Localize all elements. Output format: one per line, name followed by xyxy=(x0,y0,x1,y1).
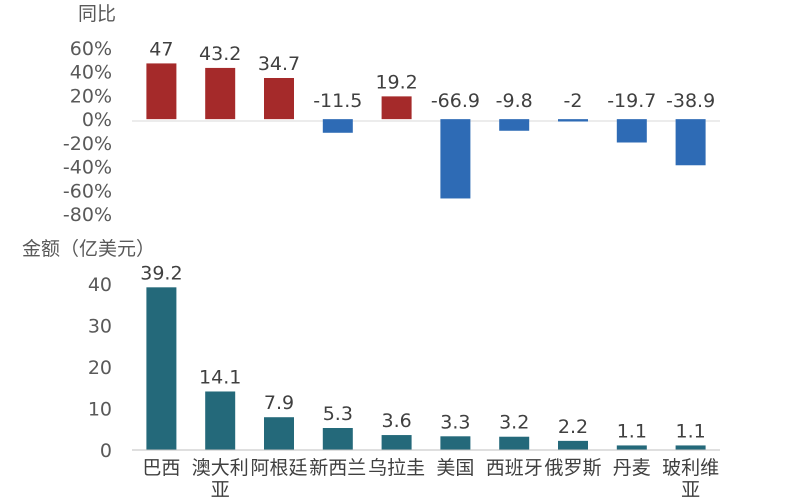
yoy-bar xyxy=(440,119,471,199)
x-axis-category-label: 澳大利亚 xyxy=(192,457,249,500)
x-axis-category-label: 巴西 xyxy=(142,457,180,479)
yoy-data-label: 47 xyxy=(149,38,173,60)
amount-data-labels: 39.2 14.1 7.9 5.3 3.6 3.3 3.2 2.2 1.1 1.1 xyxy=(140,262,705,442)
yoy-data-label: 43.2 xyxy=(199,43,241,65)
yoy-data-label: -66.9 xyxy=(431,90,480,112)
yoy-y-tick-label: 0% xyxy=(82,109,112,131)
yoy-data-label: -9.8 xyxy=(496,90,533,112)
amount-chart: 金额（亿美元） 0 10 20 30 40 39.2 14.1 7.9 5.3 3.6 3.3 3.… xyxy=(22,238,720,500)
amount-data-label: 14.1 xyxy=(199,366,241,388)
yoy-y-tick-label: 40% xyxy=(70,62,112,84)
x-axis-category-label: 俄罗斯 xyxy=(544,457,601,479)
yoy-y-axis: 60%40%20%0%-20%-40%-60%-80% xyxy=(63,38,112,226)
yoy-data-label: -38.9 xyxy=(666,90,715,112)
yoy-bar xyxy=(264,77,294,120)
yoy-bar xyxy=(146,63,177,120)
x-axis-category-label: 丹麦 xyxy=(613,457,651,479)
amount-bar xyxy=(675,445,706,450)
amount-bar xyxy=(440,436,471,450)
yoy-y-tick-label: -80% xyxy=(63,204,112,226)
amount-y-tick-label: 40 xyxy=(88,274,112,296)
amount-y-tick-label: 30 xyxy=(88,316,112,338)
yoy-y-tick-label: -20% xyxy=(63,133,112,155)
yoy-chart: 同比 60%40%20%0%-20%-40%-60%-80% 47 43.2 34.… xyxy=(63,3,720,226)
yoy-y-tick-label: 20% xyxy=(70,85,112,107)
yoy-axis-title: 同比 xyxy=(78,3,116,25)
amount-y-tick-label: 10 xyxy=(88,399,112,421)
x-axis-category-label: 乌拉圭 xyxy=(368,457,425,479)
yoy-bar xyxy=(322,119,353,133)
x-axis-category-label: 阿根廷 xyxy=(250,457,307,479)
amount-bar xyxy=(264,417,294,450)
yoy-data-label: 34.7 xyxy=(258,53,300,75)
x-axis-category-label: 玻利维亚 xyxy=(662,457,719,500)
amount-bars xyxy=(146,287,706,450)
yoy-bar xyxy=(381,96,412,120)
amount-data-label: 39.2 xyxy=(140,262,182,284)
yoy-bar xyxy=(558,119,588,122)
yoy-bars xyxy=(146,63,706,199)
x-axis-category-label: 新西兰 xyxy=(309,457,366,479)
yoy-bar xyxy=(675,119,706,166)
amount-bar xyxy=(381,435,412,450)
amount-data-label: 1.1 xyxy=(675,420,705,442)
amount-data-label: 5.3 xyxy=(323,403,353,425)
amount-bar xyxy=(616,445,647,450)
yoy-y-tick-label: -40% xyxy=(63,157,112,179)
yoy-data-label: -11.5 xyxy=(313,90,362,112)
x-axis-category-label: 西班牙 xyxy=(486,457,543,479)
yoy-data-label: -2 xyxy=(564,90,583,112)
amount-y-axis: 0 10 20 30 40 xyxy=(88,274,112,462)
amount-y-tick-label: 0 xyxy=(100,440,112,462)
yoy-bar xyxy=(499,119,530,131)
amount-data-label: 3.2 xyxy=(499,412,529,434)
yoy-data-labels: 47 43.2 34.7 -11.5 19.2 -66.9 -9.8 -2 -19.7 -38.9 xyxy=(149,38,715,112)
amount-bar xyxy=(146,287,177,450)
yoy-bar xyxy=(616,119,647,143)
yoy-data-label: 19.2 xyxy=(375,71,417,93)
amount-data-label: 3.6 xyxy=(381,410,411,432)
amount-data-label: 2.2 xyxy=(558,416,588,438)
amount-axis-title: 金额（亿美元） xyxy=(22,238,155,260)
amount-bar xyxy=(322,428,353,450)
yoy-data-label: -19.7 xyxy=(607,90,656,112)
amount-y-tick-label: 20 xyxy=(88,357,112,379)
amount-bar xyxy=(558,440,588,450)
amount-bar xyxy=(205,391,236,450)
amount-data-label: 3.3 xyxy=(440,411,470,433)
yoy-y-tick-label: 60% xyxy=(70,38,112,60)
x-axis-category-label: 美国 xyxy=(436,457,474,479)
amount-data-label: 1.1 xyxy=(617,420,647,442)
amount-data-label: 7.9 xyxy=(264,392,294,414)
amount-bar xyxy=(499,436,530,450)
yoy-bar xyxy=(205,67,236,120)
yoy-y-tick-label: -60% xyxy=(63,180,112,202)
